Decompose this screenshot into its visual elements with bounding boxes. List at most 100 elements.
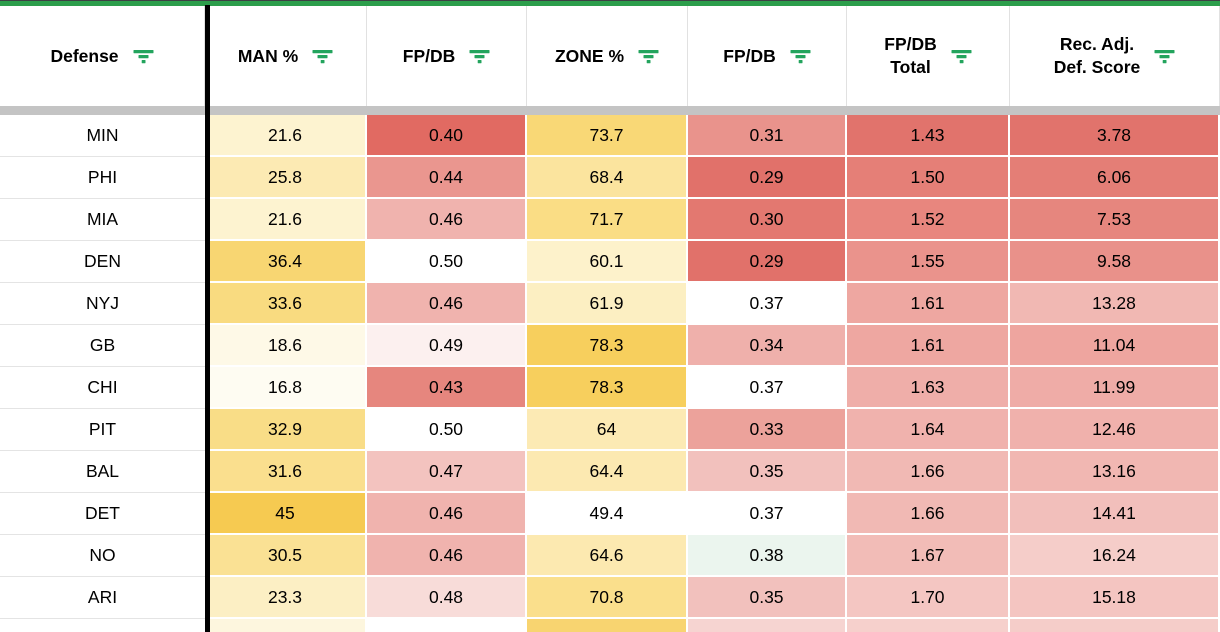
column-header-6[interactable]: FP/DB Total (847, 6, 1010, 106)
cell-team[interactable]: DET (0, 493, 205, 535)
cell-value[interactable]: 60.1 (527, 241, 688, 283)
cell-clipped[interactable] (367, 619, 527, 632)
cell-team[interactable]: PIT (0, 409, 205, 451)
column-header-4[interactable]: ZONE % (527, 6, 688, 106)
cell-value[interactable]: 0.37 (688, 493, 847, 535)
cell-team[interactable]: NO (0, 535, 205, 577)
cell-value[interactable]: 1.55 (847, 241, 1010, 283)
cell-value[interactable]: 25.8 (205, 157, 367, 199)
cell-value[interactable]: 1.61 (847, 325, 1010, 367)
cell-team[interactable]: BAL (0, 451, 205, 493)
cell-value[interactable]: 1.66 (847, 451, 1010, 493)
cell-value[interactable]: 11.99 (1010, 367, 1220, 409)
cell-value[interactable]: 0.35 (688, 577, 847, 619)
cell-value[interactable]: 0.31 (688, 115, 847, 157)
cell-value[interactable]: 14.41 (1010, 493, 1220, 535)
cell-value[interactable]: 71.7 (527, 199, 688, 241)
cell-value[interactable]: 16.24 (1010, 535, 1220, 577)
cell-value[interactable]: 0.35 (688, 451, 847, 493)
cell-value[interactable]: 13.16 (1010, 451, 1220, 493)
cell-clipped[interactable] (527, 619, 688, 632)
cell-value[interactable]: 64.4 (527, 451, 688, 493)
cell-value[interactable]: 3.78 (1010, 115, 1220, 157)
cell-value[interactable]: 0.43 (367, 367, 527, 409)
cell-value[interactable]: 18.6 (205, 325, 367, 367)
cell-value[interactable]: 0.46 (367, 283, 527, 325)
cell-value[interactable]: 1.70 (847, 577, 1010, 619)
cell-value[interactable]: 0.29 (688, 157, 847, 199)
cell-value[interactable]: 11.04 (1010, 325, 1220, 367)
cell-value[interactable]: 1.63 (847, 367, 1010, 409)
cell-clipped[interactable] (0, 619, 205, 632)
column-header-3[interactable]: FP/DB (367, 6, 527, 106)
cell-value[interactable]: 12.46 (1010, 409, 1220, 451)
cell-value[interactable]: 21.6 (205, 199, 367, 241)
cell-value[interactable]: 0.33 (688, 409, 847, 451)
cell-value[interactable]: 64 (527, 409, 688, 451)
filter-icon[interactable] (638, 49, 659, 64)
column-header-7[interactable]: Rec. Adj. Def. Score (1010, 6, 1220, 106)
cell-value[interactable]: 0.30 (688, 199, 847, 241)
cell-value[interactable]: 36.4 (205, 241, 367, 283)
cell-value[interactable]: 0.44 (367, 157, 527, 199)
frozen-row-divider[interactable] (0, 106, 1220, 115)
cell-value[interactable]: 1.43 (847, 115, 1010, 157)
cell-value[interactable]: 0.29 (688, 241, 847, 283)
cell-value[interactable]: 73.7 (527, 115, 688, 157)
cell-clipped[interactable] (847, 619, 1010, 632)
column-header-1[interactable]: Defense (0, 6, 205, 106)
cell-team[interactable]: DEN (0, 241, 205, 283)
cell-value[interactable]: 0.38 (688, 535, 847, 577)
cell-value[interactable]: 45 (205, 493, 367, 535)
cell-team[interactable]: MIN (0, 115, 205, 157)
cell-value[interactable]: 68.4 (527, 157, 688, 199)
column-header-5[interactable]: FP/DB (688, 6, 847, 106)
filter-icon[interactable] (790, 49, 811, 64)
cell-value[interactable]: 33.6 (205, 283, 367, 325)
cell-value[interactable]: 78.3 (527, 367, 688, 409)
cell-value[interactable]: 9.58 (1010, 241, 1220, 283)
filter-icon[interactable] (312, 49, 333, 64)
cell-team[interactable]: MIA (0, 199, 205, 241)
cell-value[interactable]: 0.46 (367, 493, 527, 535)
cell-value[interactable]: 0.46 (367, 535, 527, 577)
cell-value[interactable]: 0.46 (367, 199, 527, 241)
cell-value[interactable]: 70.8 (527, 577, 688, 619)
cell-value[interactable]: 78.3 (527, 325, 688, 367)
cell-value[interactable]: 0.50 (367, 241, 527, 283)
cell-value[interactable]: 30.5 (205, 535, 367, 577)
cell-value[interactable]: 21.6 (205, 115, 367, 157)
cell-value[interactable]: 1.67 (847, 535, 1010, 577)
cell-value[interactable]: 0.37 (688, 367, 847, 409)
cell-value[interactable]: 32.9 (205, 409, 367, 451)
cell-value[interactable]: 0.40 (367, 115, 527, 157)
cell-team[interactable]: CHI (0, 367, 205, 409)
frozen-column-border[interactable] (205, 5, 210, 632)
cell-team[interactable]: NYJ (0, 283, 205, 325)
filter-icon[interactable] (469, 49, 490, 64)
cell-team[interactable]: ARI (0, 577, 205, 619)
cell-value[interactable]: 1.66 (847, 493, 1010, 535)
filter-icon[interactable] (951, 49, 972, 64)
cell-value[interactable]: 0.37 (688, 283, 847, 325)
cell-team[interactable]: PHI (0, 157, 205, 199)
cell-value[interactable]: 0.48 (367, 577, 527, 619)
cell-value[interactable]: 1.61 (847, 283, 1010, 325)
cell-value[interactable]: 0.47 (367, 451, 527, 493)
cell-value[interactable]: 1.50 (847, 157, 1010, 199)
filter-icon[interactable] (133, 49, 154, 64)
cell-team[interactable]: GB (0, 325, 205, 367)
cell-value[interactable]: 49.4 (527, 493, 688, 535)
cell-value[interactable]: 0.49 (367, 325, 527, 367)
cell-value[interactable]: 23.3 (205, 577, 367, 619)
cell-value[interactable]: 1.52 (847, 199, 1010, 241)
cell-value[interactable]: 16.8 (205, 367, 367, 409)
cell-clipped[interactable] (1010, 619, 1220, 632)
cell-clipped[interactable] (205, 619, 367, 632)
cell-value[interactable]: 0.34 (688, 325, 847, 367)
cell-value[interactable]: 0.50 (367, 409, 527, 451)
cell-value[interactable]: 6.06 (1010, 157, 1220, 199)
cell-value[interactable]: 7.53 (1010, 199, 1220, 241)
cell-value[interactable]: 64.6 (527, 535, 688, 577)
filter-icon[interactable] (1154, 49, 1175, 64)
